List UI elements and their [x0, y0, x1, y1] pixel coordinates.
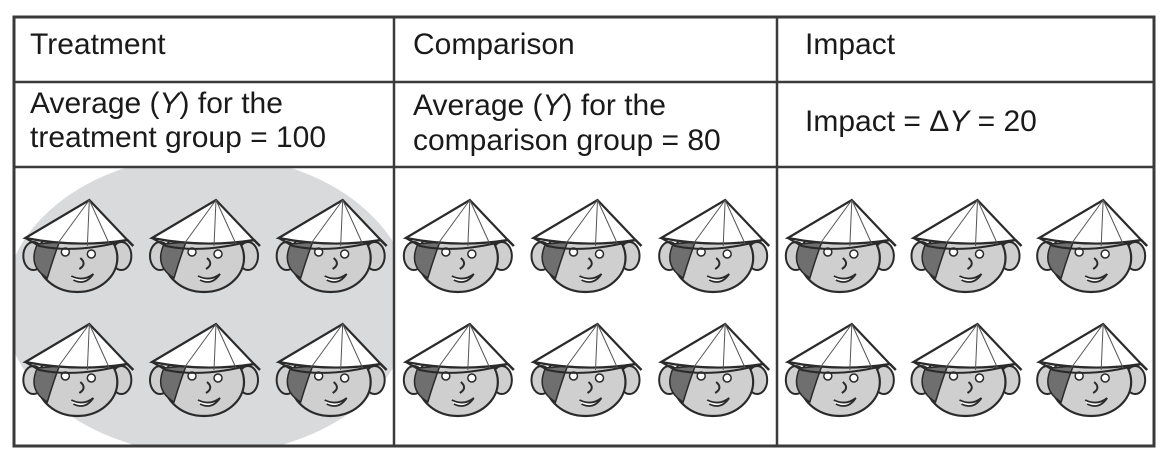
variable-y: Y: [159, 87, 180, 120]
person-conical-hat-icon: [1035, 198, 1149, 294]
person-conical-hat-icon: [784, 322, 898, 418]
person-conical-hat-icon: [530, 198, 643, 294]
person-conical-hat-icon: [657, 322, 771, 418]
header-impact: Impact: [805, 28, 896, 61]
person-conical-hat-icon: [657, 198, 771, 294]
person-conical-hat-icon: [910, 322, 1023, 418]
comparison-average-line2: comparison group = 80: [413, 124, 721, 157]
treatment-average-line2: treatment group = 100: [30, 121, 327, 154]
variable-y: Y: [542, 89, 563, 122]
person-conical-hat-icon: [402, 322, 516, 418]
person-conical-hat-icon: [530, 322, 643, 418]
person-conical-hat-icon: [402, 198, 516, 294]
impact-value: Impact = ΔY = 20: [805, 105, 1037, 138]
table-borders: [12, 15, 1156, 448]
person-conical-hat-icon: [784, 198, 898, 294]
header-comparison: Comparison: [413, 28, 575, 61]
person-conical-hat-icon: [1035, 322, 1149, 418]
person-conical-hat-icon: [910, 198, 1023, 294]
header-treatment: Treatment: [30, 28, 166, 61]
comparison-average-line1: Average (Y) for the: [413, 89, 666, 122]
variable-y: Y: [949, 105, 970, 138]
treatment-average-line1: Average (Y) for the: [30, 87, 283, 120]
